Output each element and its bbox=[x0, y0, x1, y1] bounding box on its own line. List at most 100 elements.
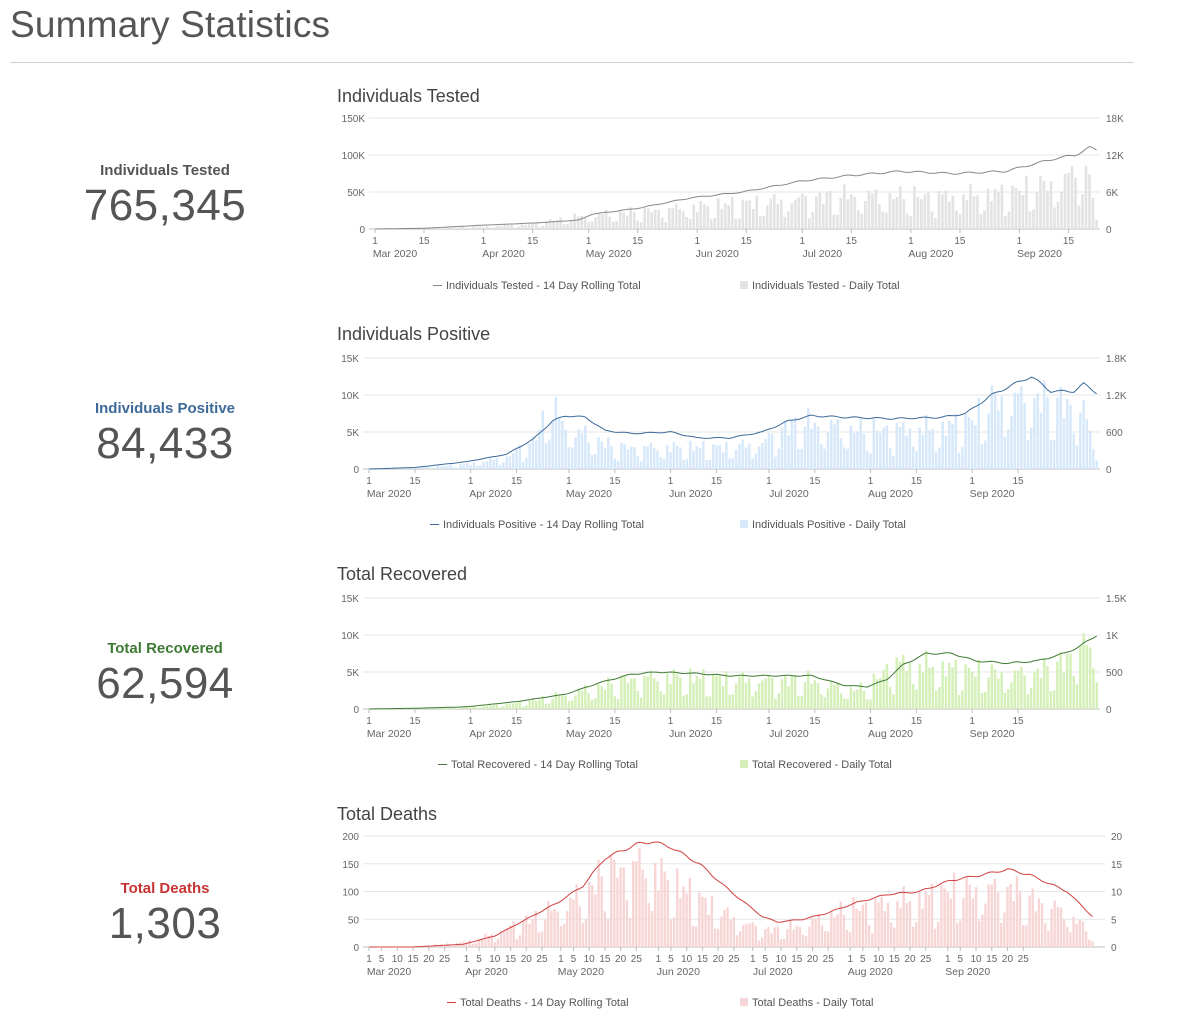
legend-item-rolling-total[interactable]: Total Deaths - 14 Day Rolling Total bbox=[447, 997, 629, 1009]
daily-bar bbox=[918, 663, 921, 709]
daily-bar bbox=[613, 458, 617, 469]
y-tick-label-right: 15 bbox=[1111, 860, 1123, 871]
daily-bar bbox=[666, 444, 669, 469]
daily-bar bbox=[839, 693, 843, 709]
daily-bar bbox=[607, 437, 610, 469]
daily-bar bbox=[447, 227, 450, 229]
daily-bar bbox=[565, 911, 569, 947]
daily-bar bbox=[698, 892, 701, 947]
legend-item-daily-total[interactable]: Individuals Tested - Daily Total bbox=[740, 280, 900, 292]
daily-bar bbox=[610, 446, 613, 469]
daily-bar bbox=[776, 926, 780, 947]
daily-bar bbox=[751, 209, 755, 229]
legend-item-rolling-total[interactable]: Individuals Positive - 14 Day Rolling To… bbox=[430, 519, 644, 531]
daily-bar bbox=[538, 429, 541, 469]
daily-bar bbox=[1056, 661, 1059, 709]
daily-bar bbox=[566, 224, 569, 229]
daily-bar bbox=[429, 228, 433, 229]
daily-bar bbox=[878, 204, 881, 229]
daily-bar bbox=[643, 676, 646, 709]
daily-bar bbox=[594, 217, 597, 229]
daily-bar bbox=[615, 220, 618, 229]
daily-bar bbox=[611, 221, 615, 229]
daily-bar bbox=[1000, 671, 1003, 709]
daily-bar bbox=[469, 464, 472, 469]
x-tick-label: 20 bbox=[615, 954, 627, 965]
daily-bar bbox=[915, 922, 918, 947]
daily-bar bbox=[450, 227, 454, 229]
x-tick-label: 15 bbox=[809, 476, 821, 487]
daily-bar bbox=[545, 221, 548, 229]
daily-bar bbox=[632, 211, 636, 229]
legend-item-daily-total[interactable]: Total Recovered - Daily Total bbox=[740, 759, 892, 771]
daily-bar bbox=[626, 682, 630, 709]
daily-bar bbox=[502, 462, 505, 469]
daily-bar bbox=[911, 926, 915, 947]
daily-bar bbox=[793, 417, 797, 469]
daily-bar bbox=[580, 215, 583, 229]
daily-bar bbox=[787, 435, 790, 469]
daily-bar bbox=[983, 210, 986, 229]
daily-bar bbox=[859, 682, 862, 709]
daily-bar bbox=[675, 674, 679, 709]
x-tick-label: 5 bbox=[476, 954, 482, 965]
daily-bar bbox=[1022, 924, 1025, 947]
legend-item-daily-total[interactable]: Total Deaths - Daily Total bbox=[740, 997, 873, 1009]
daily-bar bbox=[636, 456, 640, 469]
daily-bar bbox=[498, 707, 502, 709]
legend-item-rolling-total[interactable]: Total Recovered - 14 Day Rolling Total bbox=[438, 759, 638, 771]
x-tick-label: 15 bbox=[632, 236, 644, 247]
daily-bar bbox=[666, 673, 669, 709]
daily-bar bbox=[512, 703, 515, 709]
daily-bar bbox=[656, 681, 659, 709]
y-tick-label-left: 100 bbox=[342, 888, 359, 899]
daily-bar bbox=[1033, 398, 1036, 469]
daily-bar bbox=[896, 901, 899, 947]
daily-bar bbox=[767, 927, 770, 947]
daily-bar bbox=[669, 919, 673, 947]
daily-bar bbox=[872, 418, 876, 469]
x-month-label: Mar 2020 bbox=[367, 966, 412, 978]
daily-bar bbox=[580, 433, 584, 469]
daily-bar bbox=[669, 684, 672, 709]
daily-bar bbox=[538, 699, 541, 709]
legend-line-swatch bbox=[447, 1001, 456, 1003]
daily-bar bbox=[810, 683, 813, 709]
daily-bar bbox=[508, 704, 512, 709]
x-month-label: Jul 2020 bbox=[753, 966, 793, 978]
rolling-total-line bbox=[374, 145, 1097, 230]
daily-bar bbox=[672, 669, 676, 709]
daily-bar bbox=[892, 199, 895, 229]
daily-bar bbox=[676, 868, 679, 947]
daily-bar bbox=[1025, 175, 1028, 229]
daily-bar bbox=[846, 199, 850, 229]
daily-bar bbox=[466, 463, 469, 469]
daily-bar bbox=[1072, 676, 1076, 709]
daily-bar bbox=[554, 692, 558, 709]
daily-bar bbox=[636, 690, 640, 709]
daily-bar bbox=[715, 675, 718, 709]
daily-bar bbox=[639, 222, 643, 229]
daily-bar bbox=[1039, 175, 1042, 229]
x-tick-label: 1 bbox=[800, 236, 806, 247]
daily-bar bbox=[518, 445, 522, 469]
daily-bar bbox=[1003, 436, 1007, 469]
daily-bar bbox=[898, 427, 902, 469]
legend-item-daily-total[interactable]: Individuals Positive - Daily Total bbox=[740, 519, 906, 531]
daily-bar bbox=[541, 696, 544, 709]
daily-bar bbox=[1003, 912, 1006, 947]
legend-label: Individuals Tested - Daily Total bbox=[752, 280, 900, 292]
y-tick-label-right: 0 bbox=[1111, 943, 1117, 954]
daily-bar bbox=[826, 432, 830, 469]
daily-bar bbox=[591, 885, 594, 947]
x-tick-label: 1 bbox=[1017, 236, 1023, 247]
daily-bar bbox=[951, 195, 955, 229]
x-tick-label: 1 bbox=[558, 954, 564, 965]
legend-item-rolling-total[interactable]: Individuals Tested - 14 Day Rolling Tota… bbox=[433, 280, 641, 292]
x-tick-label: 15 bbox=[809, 716, 821, 727]
daily-bar bbox=[941, 194, 944, 229]
daily-bar bbox=[496, 226, 499, 229]
daily-bar bbox=[559, 925, 563, 947]
daily-bar bbox=[810, 428, 813, 469]
daily-bar bbox=[541, 225, 545, 229]
